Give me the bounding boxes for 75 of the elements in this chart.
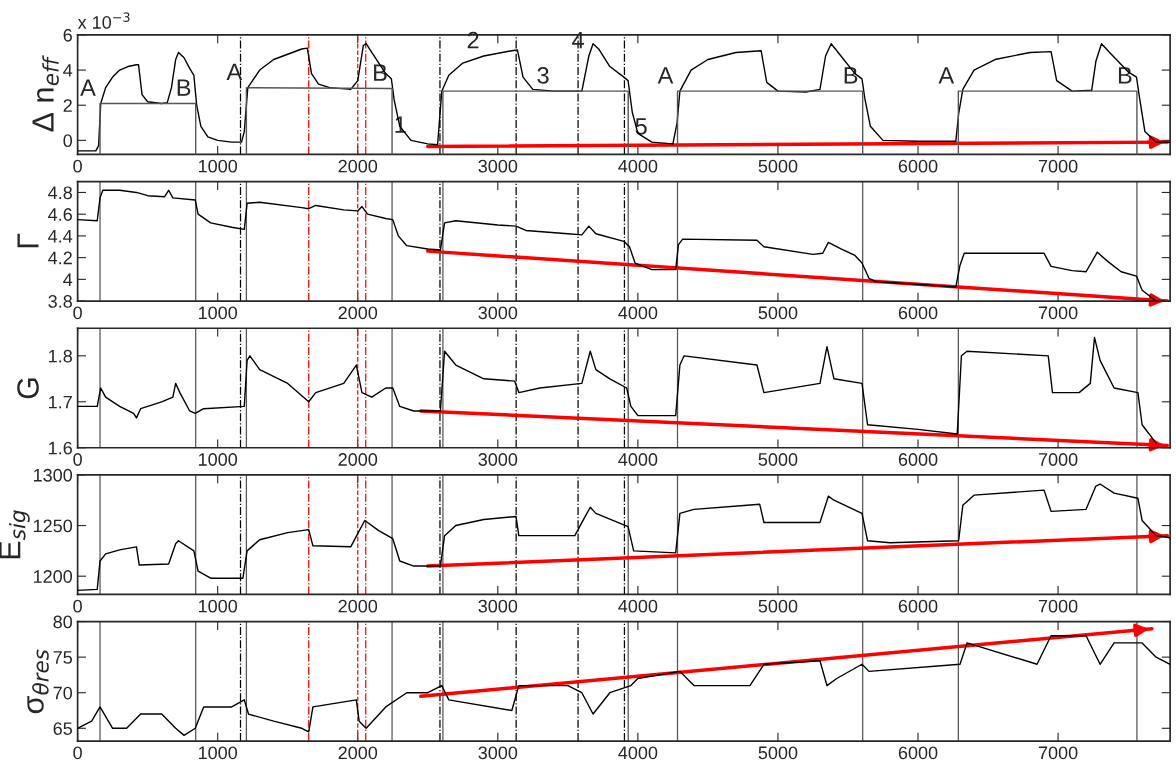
y-tick-label: 4 — [63, 64, 73, 77]
y-tick-label: 3.8 — [48, 295, 72, 308]
x-tick-label: 3000 — [478, 746, 518, 760]
x-tick-label: 7000 — [1038, 453, 1078, 466]
x-tick-label: 4000 — [618, 453, 658, 466]
x-tick-label: 3000 — [478, 159, 518, 173]
x-tick-label: 6000 — [898, 159, 938, 173]
y-tick-label: 1250 — [33, 519, 73, 533]
x-tick-label: 4000 — [618, 306, 658, 320]
y-tick-label: 0 — [63, 134, 73, 148]
annotation: 3 — [537, 66, 549, 84]
annotation: B — [374, 64, 387, 81]
x-tick-label: 2000 — [338, 599, 378, 613]
x-tick-label: 1000 — [198, 159, 238, 173]
annotation: A — [657, 67, 674, 84]
y-tick-label: 1200 — [33, 570, 73, 583]
x-tick-label: 6000 — [898, 746, 938, 760]
y-tick-label: 6 — [63, 28, 72, 42]
x-tick-label: 3000 — [478, 453, 518, 466]
y-axis-title: G — [17, 378, 39, 399]
y-axis-title: Δ n$_{eff}$ — [32, 55, 59, 132]
y-axis-title: σ$_{θres}$ — [27, 649, 49, 714]
x-tick-label: 5000 — [758, 599, 798, 613]
y-tick-label: 1.7 — [49, 395, 72, 409]
y-tick-label: 4.6 — [48, 208, 72, 221]
annotation: B — [844, 67, 858, 84]
x-tick-label: 1000 — [198, 599, 238, 613]
y-tick-label: 4.2 — [48, 251, 72, 265]
y-tick-label: 4.8 — [48, 186, 72, 200]
y-axis-title: E$_{sig}$ — [0, 510, 30, 559]
x-tick-label: 3000 — [478, 599, 518, 613]
y-tick-label: 1.6 — [49, 441, 72, 455]
x-tick-label: 2000 — [338, 453, 378, 466]
x-tick-label: 0 — [73, 159, 82, 173]
y-tick-label: 75 — [53, 651, 72, 664]
x-tick-label: 2000 — [338, 746, 378, 760]
x-tick-label: 7000 — [1038, 599, 1078, 613]
x-tick-label: 5000 — [758, 159, 798, 173]
y-tick-label: 70 — [53, 686, 73, 700]
x-tick-label: 5000 — [758, 746, 798, 760]
x-tick-label: 0 — [73, 306, 82, 320]
x-tick-label: 5000 — [758, 306, 798, 320]
y-tick-label: 65 — [53, 722, 72, 735]
x-tick-label: 4000 — [618, 159, 658, 173]
annotation: A — [938, 67, 955, 84]
y-tick-label: 4.4 — [48, 230, 73, 243]
y-axis-title: Γ — [17, 233, 39, 248]
y-tick-label: 2 — [63, 99, 72, 112]
x-tick-label: 7000 — [1038, 746, 1078, 760]
y-tick-label: 80 — [53, 615, 73, 629]
annotation: A — [226, 63, 243, 80]
x-tick-label: 1000 — [198, 746, 238, 760]
x-tick-label: 0 — [73, 746, 82, 760]
x-tick-label: 1000 — [198, 306, 238, 320]
x-tick-label: 7000 — [1038, 159, 1078, 173]
y-tick-label: 1.8 — [49, 349, 72, 363]
x-tick-label: 0 — [73, 453, 82, 466]
text: x 10$^{−3}$ — [77, 12, 130, 29]
y-tick-label: 1300 — [33, 468, 73, 482]
x-tick-label: 2000 — [338, 159, 378, 173]
x-tick-label: 4000 — [618, 746, 658, 760]
x-tick-label: 4000 — [618, 599, 658, 613]
annotation: A — [80, 79, 96, 96]
x-tick-label: 1000 — [198, 453, 238, 466]
x-tick-label: 0 — [73, 599, 82, 613]
x-tick-label: 5000 — [758, 453, 798, 466]
x-tick-label: 2000 — [338, 306, 378, 320]
x-tick-label: 6000 — [898, 306, 938, 320]
x-tick-label: 6000 — [898, 453, 938, 466]
annotation: B — [177, 79, 191, 96]
x-tick-label: 3000 — [478, 306, 518, 320]
x-tick-label: 7000 — [1038, 306, 1078, 320]
annotation: B — [1118, 67, 1132, 84]
x-tick-label: 6000 — [898, 599, 938, 613]
y-tick-label: 4 — [63, 273, 73, 286]
